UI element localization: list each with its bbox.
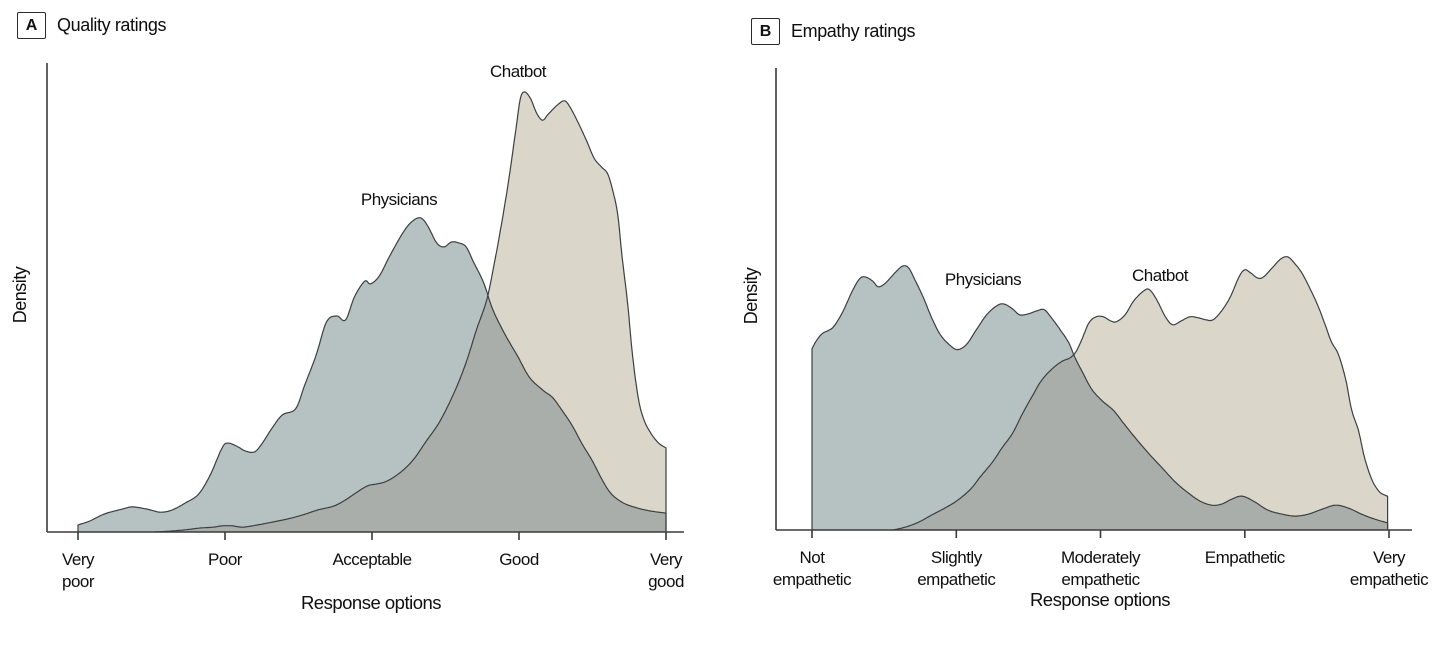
panel-a-title: Quality ratings bbox=[57, 15, 167, 35]
axes-B bbox=[775, 68, 1412, 538]
tick-label-B-3: Empathetic bbox=[1205, 548, 1286, 567]
density-outline-chatbot-B bbox=[892, 256, 1389, 531]
y-axis-title-A: Density bbox=[10, 266, 30, 323]
axes-A bbox=[46, 63, 684, 540]
series-label-physicians-B: Physicians bbox=[945, 270, 1021, 289]
x-axis-title-B: Response options bbox=[1030, 589, 1170, 610]
panel-b-title: Empathy ratings bbox=[791, 21, 916, 41]
panel-B-plot: Not empathetic Slightly empathetic Moderatel… bbox=[741, 68, 1430, 610]
series-label-chatbot-B: Chatbot bbox=[1132, 266, 1189, 285]
x-axis-title-A: Response options bbox=[301, 592, 441, 613]
series-label-chatbot-A: Chatbot bbox=[490, 62, 547, 81]
tick-label-B-0: empathetic bbox=[773, 570, 852, 589]
density-outline-physicians-A bbox=[77, 217, 667, 532]
tick-label-B-4: Very bbox=[1373, 548, 1406, 567]
tick-label-B-0: Not bbox=[800, 548, 826, 567]
panel-a-key: A bbox=[17, 12, 46, 39]
tick-label-A-4: Very bbox=[650, 550, 683, 569]
tick-label-B-1: empathetic bbox=[917, 570, 996, 589]
tick-label-A-4: good bbox=[648, 572, 684, 591]
panel-b-header: B Empathy ratings bbox=[751, 18, 915, 45]
tick-label-A-2: Acceptable bbox=[332, 550, 411, 569]
tick-label-B-2: Moderately bbox=[1061, 548, 1141, 567]
panel-b-key: B bbox=[751, 18, 780, 45]
tick-label-A-1: Poor bbox=[208, 550, 243, 569]
density-overlap-B bbox=[892, 355, 1388, 530]
panel-A-plot: Very poor Poor Acceptable Good Very good Respon… bbox=[10, 62, 684, 613]
tick-label-A-3: Good bbox=[499, 550, 539, 569]
series-label-physicians-A: Physicians bbox=[361, 190, 437, 209]
tick-label-B-4: empathetic bbox=[1350, 570, 1429, 589]
panel-a-header: A Quality ratings bbox=[17, 12, 166, 39]
tick-label-A-0: poor bbox=[62, 572, 95, 591]
y-axis-title-B: Density bbox=[741, 267, 761, 324]
tick-label-A-0: Very bbox=[62, 550, 95, 569]
density-outline-physicians-B bbox=[811, 265, 1389, 530]
tick-label-B-2: empathetic bbox=[1061, 570, 1140, 589]
density-overlap-A bbox=[154, 297, 666, 532]
density-fill-physicians-B bbox=[812, 265, 1388, 530]
density-outline-chatbot-A bbox=[154, 91, 667, 533]
tick-label-B-1: Slightly bbox=[931, 548, 983, 567]
